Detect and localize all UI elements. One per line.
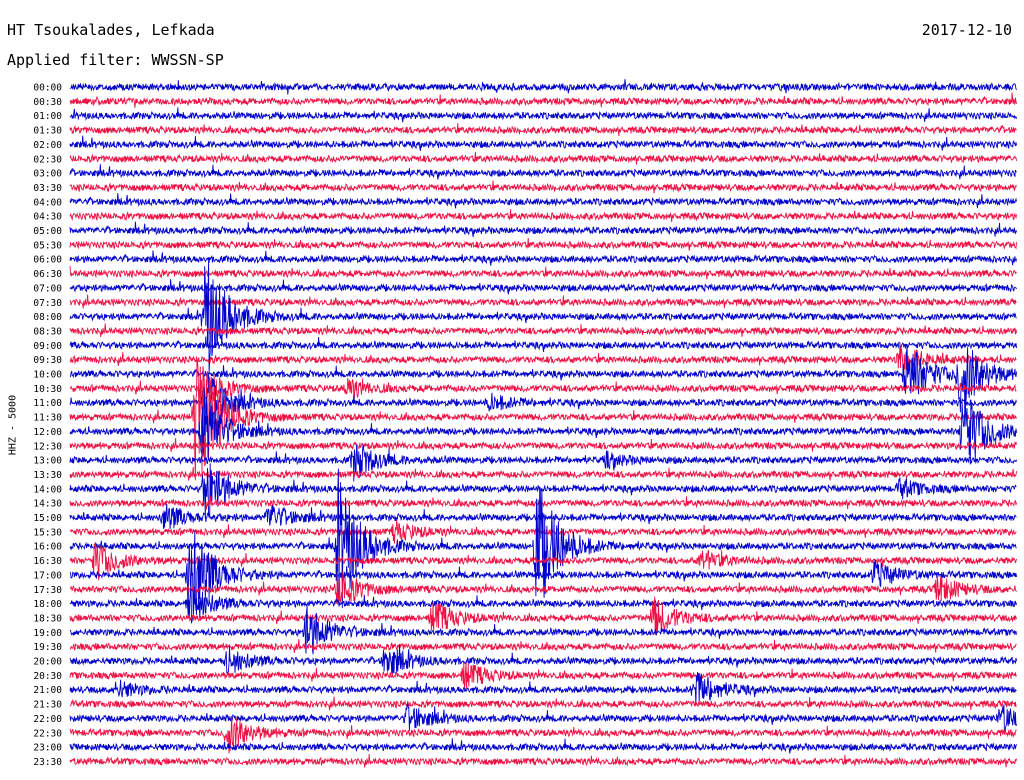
row-time-label: 06:00 bbox=[33, 255, 62, 266]
seismic-trace bbox=[69, 180, 1017, 194]
row-time-label: 02:00 bbox=[33, 140, 62, 151]
station-title: HT Tsoukalades, Lefkada bbox=[7, 21, 215, 39]
row-time-label: 13:30 bbox=[33, 470, 62, 481]
seismic-trace bbox=[69, 123, 1017, 136]
seismic-trace bbox=[69, 393, 1017, 465]
seismic-trace bbox=[69, 279, 1017, 295]
seismic-trace bbox=[69, 444, 1017, 482]
row-time-label: 04:00 bbox=[33, 197, 62, 208]
row-time-label: 00:00 bbox=[33, 83, 62, 94]
row-time-label: 03:00 bbox=[33, 169, 62, 180]
row-time-label: 19:30 bbox=[33, 642, 62, 653]
row-time-label: 18:30 bbox=[33, 613, 62, 624]
seismic-trace bbox=[69, 79, 1017, 95]
seismic-trace bbox=[69, 438, 1017, 452]
seismic-trace bbox=[69, 151, 1017, 165]
seismic-trace bbox=[69, 466, 1017, 481]
row-time-label: 04:30 bbox=[33, 212, 62, 223]
row-time-label: 01:00 bbox=[33, 111, 62, 122]
row-time-label: 18:00 bbox=[33, 599, 62, 610]
seismic-trace bbox=[69, 639, 1017, 653]
seismic-trace bbox=[70, 605, 1017, 655]
seismic-trace bbox=[69, 107, 1017, 123]
row-time-label: 00:30 bbox=[33, 97, 62, 108]
row-time-label: 08:00 bbox=[33, 312, 62, 323]
seismic-trace bbox=[69, 294, 1017, 309]
seismic-trace bbox=[69, 221, 1017, 238]
row-time-label: 05:00 bbox=[33, 226, 62, 237]
row-time-label: 21:00 bbox=[33, 685, 62, 696]
row-time-label: 09:30 bbox=[33, 355, 62, 366]
row-time-label: 14:00 bbox=[33, 484, 62, 495]
seismic-trace bbox=[69, 530, 1017, 615]
row-time-label: 01:30 bbox=[33, 126, 62, 137]
seismic-trace bbox=[69, 164, 1017, 180]
seismic-trace bbox=[69, 703, 1017, 731]
row-time-label: 07:30 bbox=[33, 298, 62, 309]
seismic-trace bbox=[69, 696, 1017, 711]
row-time-label: 10:00 bbox=[33, 370, 62, 381]
seismic-trace bbox=[69, 192, 1017, 209]
row-time-label: 11:30 bbox=[33, 413, 62, 424]
seismic-trace bbox=[69, 585, 1017, 624]
row-time-label: 07:00 bbox=[33, 283, 62, 294]
seismic-trace bbox=[69, 336, 1017, 352]
seismic-trace bbox=[69, 495, 1017, 510]
seismic-trace bbox=[69, 374, 1017, 427]
row-time-label: 16:00 bbox=[33, 542, 62, 553]
row-time-label: 12:00 bbox=[33, 427, 62, 438]
filter-label: Applied filter: WWSSN-SP bbox=[7, 51, 224, 69]
row-time-label: 08:30 bbox=[33, 326, 62, 337]
row-time-label: 02:30 bbox=[33, 154, 62, 165]
seismic-trace bbox=[69, 571, 1017, 604]
seismic-trace bbox=[69, 209, 1017, 223]
seismic-trace bbox=[69, 359, 1017, 481]
seismic-trace bbox=[69, 542, 1017, 581]
row-time-label: 13:00 bbox=[33, 456, 62, 467]
seismic-trace bbox=[69, 346, 1017, 413]
seismic-trace bbox=[69, 92, 1017, 108]
seismic-trace bbox=[69, 662, 1017, 690]
seismic-trace bbox=[69, 468, 1017, 609]
seismic-trace bbox=[69, 260, 1017, 374]
seismic-trace bbox=[69, 644, 1017, 675]
row-time-label: 14:30 bbox=[33, 499, 62, 510]
seismic-trace bbox=[69, 671, 1017, 706]
row-time-label: 20:30 bbox=[33, 671, 62, 682]
row-time-label: 05:30 bbox=[33, 240, 62, 251]
row-time-label: 21:30 bbox=[33, 700, 62, 711]
seismic-trace bbox=[69, 323, 1017, 338]
seismic-trace bbox=[69, 596, 1017, 636]
row-time-label: 16:30 bbox=[33, 556, 62, 567]
row-time-label: 23:30 bbox=[33, 757, 62, 768]
seismic-trace bbox=[69, 250, 1017, 266]
seismic-trace bbox=[69, 716, 1017, 754]
row-time-label: 22:30 bbox=[33, 728, 62, 739]
row-time-label: 15:00 bbox=[33, 513, 62, 524]
seismic-trace bbox=[69, 753, 1017, 768]
seismic-trace bbox=[69, 237, 1017, 251]
seismic-trace bbox=[69, 342, 1017, 377]
row-time-label: 15:30 bbox=[33, 527, 62, 538]
row-time-label: 17:00 bbox=[33, 570, 62, 581]
row-time-label: 09:00 bbox=[33, 341, 62, 352]
row-time-label: 06:30 bbox=[33, 269, 62, 280]
row-time-label: 19:00 bbox=[33, 628, 62, 639]
row-time-label: 11:00 bbox=[33, 398, 62, 409]
seismic-trace bbox=[69, 738, 1017, 754]
seismic-trace bbox=[69, 135, 1017, 151]
row-time-label: 03:30 bbox=[33, 183, 62, 194]
seismic-trace bbox=[69, 265, 1017, 280]
row-time-label: 22:00 bbox=[33, 714, 62, 725]
seismic-trace bbox=[69, 366, 1017, 411]
row-time-label: 12:30 bbox=[33, 441, 62, 452]
record-date: 2017-12-10 bbox=[921, 21, 1012, 39]
row-time-label: 10:30 bbox=[33, 384, 62, 395]
seismic-trace bbox=[69, 463, 1017, 519]
row-time-label: 17:30 bbox=[33, 585, 62, 596]
row-time-label: 23:00 bbox=[33, 743, 62, 754]
row-time-label: 20:00 bbox=[33, 657, 62, 668]
